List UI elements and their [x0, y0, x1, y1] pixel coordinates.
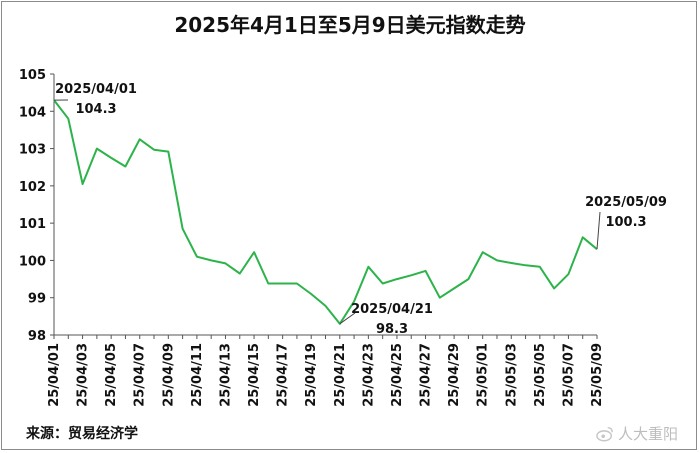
x-tick-label: 25/04/29: [447, 343, 462, 407]
annotations: 2025/04/01 104.3 2025/04/21 98.3 2025/05/09 1…: [53, 82, 667, 337]
x-tick-label: 25/05/07: [561, 343, 576, 407]
x-tick-label: 25/05/03: [504, 343, 519, 407]
annotation-leader: [596, 211, 601, 250]
x-tick-label: 25/04/19: [304, 343, 319, 407]
chart-title: 2025年4月1日至5月9日美元指数走势: [174, 13, 525, 37]
annotation-value: 104.3: [75, 102, 116, 117]
y-tick-label: 98: [28, 329, 46, 344]
y-tick-label: 102: [19, 180, 46, 195]
y-tick-label: 99: [28, 292, 46, 307]
x-tick-label: 25/04/25: [390, 343, 405, 407]
y-tick-label: 103: [19, 143, 46, 158]
watermark-text: 人大重阳: [618, 425, 679, 443]
axes: [53, 74, 597, 336]
y-tick-label: 105: [19, 68, 46, 83]
annotation-value: 100.3: [605, 215, 646, 230]
annotation-date: 2025/05/09: [585, 195, 667, 210]
annotation-value: 98.3: [376, 322, 408, 337]
annotation-date: 2025/04/01: [55, 82, 137, 97]
x-tick-label: 25/04/21: [333, 343, 348, 407]
x-tick-label: 25/05/05: [533, 343, 548, 407]
weibo-icon: [596, 426, 613, 441]
ticks: 98 99 100 101 102 103 104 105 25/04/01 25/04/03 25…: [19, 68, 605, 407]
x-tick-label: 25/04/07: [133, 343, 148, 407]
x-tick-label: 25/04/09: [161, 343, 176, 407]
x-tick-label: 25/04/27: [419, 343, 434, 407]
annotation-date: 2025/04/21: [351, 302, 433, 317]
source-label: 来源：贸易经济学: [26, 426, 138, 442]
x-tick-label: 25/05/09: [590, 343, 605, 407]
annotation-leader: [339, 312, 356, 325]
y-tick-label: 104: [19, 105, 46, 120]
y-tick-label: 101: [19, 217, 46, 232]
x-tick-label: 25/04/17: [276, 343, 291, 407]
y-tick-label: 100: [19, 254, 46, 269]
series: [53, 99, 598, 325]
x-tick-label: 25/04/05: [104, 343, 119, 407]
x-tick-label: 25/04/11: [190, 343, 205, 407]
x-tick-label: 25/05/01: [476, 343, 491, 407]
x-tick-label: 25/04/01: [47, 343, 62, 407]
x-tick-label: 25/04/03: [76, 343, 91, 407]
watermark: 人大重阳: [596, 423, 678, 444]
x-tick-label: 25/04/23: [361, 343, 376, 407]
x-tick-label: 25/04/15: [247, 343, 262, 407]
x-tick-label: 25/04/13: [218, 343, 233, 407]
series-line: [53, 99, 598, 325]
